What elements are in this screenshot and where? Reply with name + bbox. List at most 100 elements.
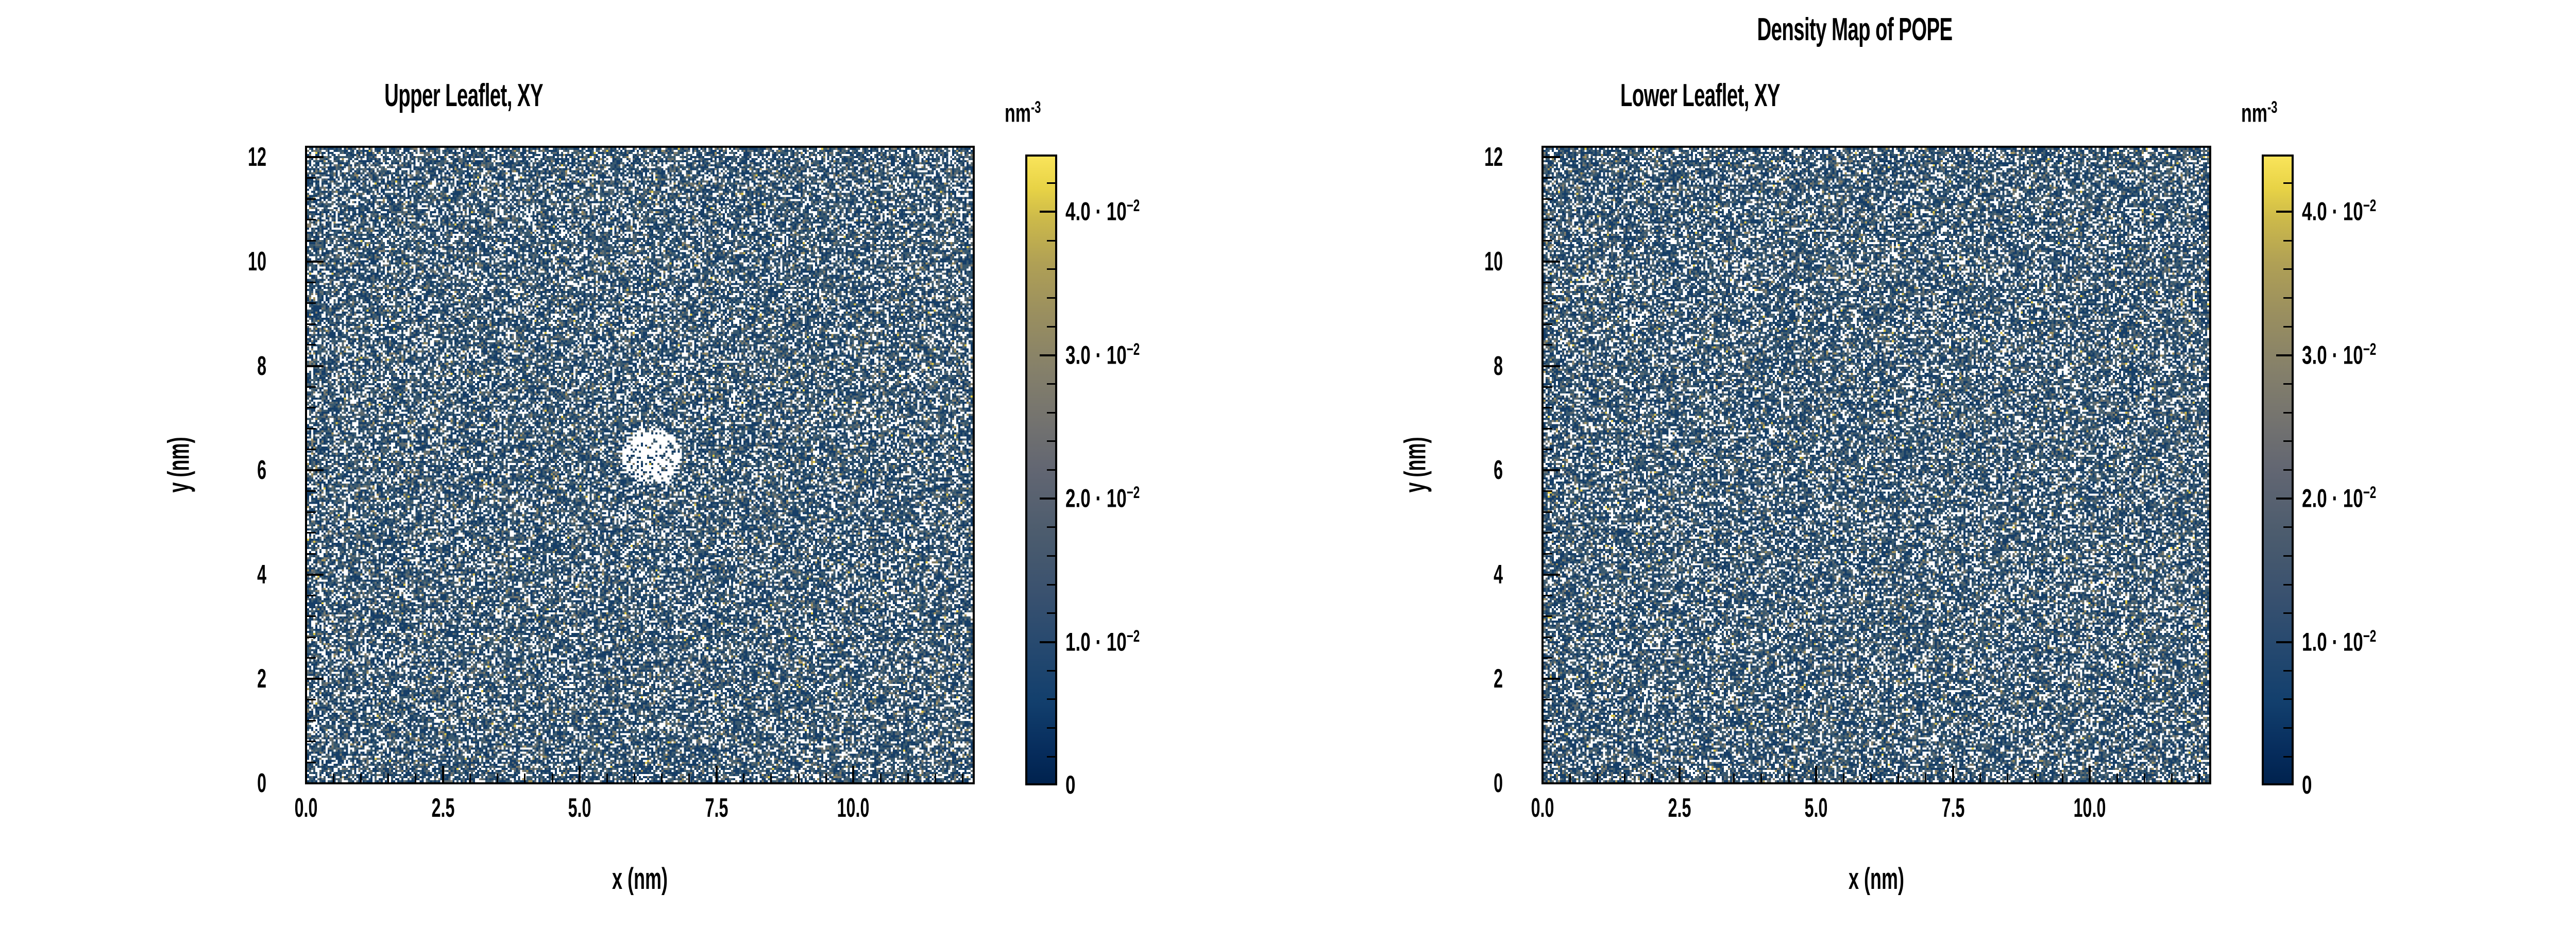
- y-minor-tick: [306, 719, 316, 722]
- y-minor-tick: [1543, 449, 1552, 451]
- colorbar-tick-mark: [1040, 497, 1056, 500]
- colorbar-tick-mantissa: 4.0 · 10: [2302, 197, 2363, 227]
- colorbar-tick-label: 2.0 · 10−2: [1065, 483, 1140, 513]
- colorbar-tick-mark: [1040, 641, 1056, 643]
- y-tick-label: 6: [1494, 455, 1503, 486]
- colorbar-unit-mantissa: nm: [1005, 98, 1031, 128]
- y-tick-label: 8: [257, 351, 266, 381]
- x-minor-tick: [2171, 774, 2173, 783]
- y-tick-mark: [306, 156, 324, 159]
- y-tick-mark: [306, 260, 324, 263]
- colorbar-tick-exponent: −2: [1126, 339, 1140, 358]
- colorbar-minor-tick: [1047, 268, 1056, 270]
- y-minor-tick: [306, 553, 316, 555]
- colorbar-minor-tick: [1047, 756, 1056, 758]
- y-minor-tick: [306, 594, 316, 596]
- colorbar-tick-label: 3.0 · 10−2: [1065, 340, 1140, 370]
- heatmap-upper-leaflet[interactable]: [305, 146, 975, 784]
- x-tick-mark: [442, 766, 444, 783]
- colorbar-minor-tick: [2283, 411, 2293, 414]
- x-minor-tick: [1651, 774, 1653, 783]
- x-tick-label: 10.0: [2073, 793, 2106, 823]
- y-minor-tick: [306, 636, 316, 638]
- x-tick-label: 5.0: [568, 793, 591, 823]
- x-tick-mark: [2089, 766, 2091, 783]
- y-minor-tick: [1543, 615, 1552, 617]
- colorbar-minor-tick: [1047, 325, 1056, 328]
- x-minor-tick: [907, 774, 909, 783]
- y-tick-mark: [306, 365, 324, 367]
- y-minor-tick: [1543, 490, 1552, 492]
- y-minor-tick: [1543, 761, 1552, 763]
- x-minor-tick: [2034, 774, 2036, 783]
- colorbar-unit-mantissa: nm: [2241, 98, 2267, 128]
- colorbar-unit-label: nm-3: [1005, 98, 1041, 128]
- x-minor-tick: [2198, 774, 2200, 783]
- colorbar-tick-exponent: −2: [1126, 626, 1140, 645]
- heatmap-lower-leaflet[interactable]: [1541, 146, 2211, 784]
- y-minor-tick: [1543, 741, 1552, 743]
- colorbar-tick-mantissa: 3.0 · 10: [2302, 340, 2363, 370]
- x-tick-mark: [1952, 766, 1954, 783]
- y-minor-tick: [306, 281, 316, 283]
- colorbar-tick-mark: [2276, 211, 2293, 213]
- x-tick-mark: [1678, 766, 1681, 783]
- colorbar-minor-tick: [1047, 411, 1056, 414]
- panel-lower-leaflet-xy: Lower Leaflet, XY y (nm) x (nm) nm-3 0 1.0…: [1236, 0, 2473, 927]
- x-minor-tick: [360, 774, 362, 783]
- y-minor-tick: [1543, 427, 1552, 430]
- colorbar-tick-exponent: −2: [1126, 483, 1140, 502]
- y-minor-tick: [306, 177, 316, 179]
- colorbar-tick-exponent: −2: [2363, 626, 2377, 645]
- y-tick-label: 4: [1494, 559, 1503, 590]
- y-minor-tick: [1543, 511, 1552, 513]
- colorbar-unit-exponent: -3: [1031, 98, 1041, 116]
- colorbar-minor-tick: [2283, 756, 2293, 758]
- y-minor-tick: [306, 449, 316, 451]
- y-tick-mark: [1543, 260, 1560, 263]
- y-minor-tick: [306, 407, 316, 409]
- y-minor-tick: [1543, 219, 1552, 221]
- y-minor-tick: [306, 302, 316, 304]
- x-minor-tick: [1842, 774, 1844, 783]
- x-tick-label: 7.5: [1941, 793, 1965, 823]
- x-tick-label: 2.5: [1668, 793, 1691, 823]
- x-axis-label: x (nm): [612, 862, 668, 896]
- colorbar-minor-tick: [2283, 612, 2293, 614]
- y-tick-mark: [1543, 782, 1560, 784]
- x-minor-tick: [332, 774, 334, 783]
- x-minor-tick: [1569, 774, 1571, 783]
- y-minor-tick: [306, 344, 316, 346]
- y-minor-tick: [306, 239, 316, 242]
- colorbar-unit-label: nm-3: [2241, 98, 2277, 128]
- x-tick-mark: [852, 766, 855, 783]
- y-minor-tick: [306, 615, 316, 617]
- x-tick-label: 2.5: [431, 793, 454, 823]
- y-minor-tick: [1543, 386, 1552, 388]
- x-minor-tick: [1596, 774, 1598, 783]
- x-tick-mark: [715, 766, 718, 783]
- y-tick-mark: [1543, 156, 1560, 159]
- x-tick-mark: [1815, 766, 1818, 783]
- y-minor-tick: [306, 511, 316, 513]
- y-tick-mark: [306, 782, 324, 784]
- y-minor-tick: [306, 323, 316, 325]
- colorbar-tick-mantissa: 3.0 · 10: [1065, 340, 1127, 370]
- x-minor-tick: [743, 774, 745, 783]
- y-minor-tick: [1543, 198, 1552, 200]
- y-minor-tick: [306, 657, 316, 659]
- y-tick-label: 10: [248, 246, 266, 277]
- colorbar-tick-exponent: −2: [2363, 339, 2377, 358]
- colorbar-minor-tick: [1047, 555, 1056, 557]
- y-minor-tick: [306, 699, 316, 701]
- y-minor-tick: [1543, 636, 1552, 638]
- y-minor-tick: [1543, 553, 1552, 555]
- panel-title: Lower Leaflet, XY: [1620, 78, 1781, 113]
- colorbar-minor-tick: [2283, 325, 2293, 328]
- y-minor-tick: [1543, 657, 1552, 659]
- x-minor-tick: [2144, 774, 2146, 783]
- x-minor-tick: [1925, 774, 1927, 783]
- x-minor-tick: [1979, 774, 1981, 783]
- x-minor-tick: [2061, 774, 2063, 783]
- x-tick-mark: [305, 766, 307, 783]
